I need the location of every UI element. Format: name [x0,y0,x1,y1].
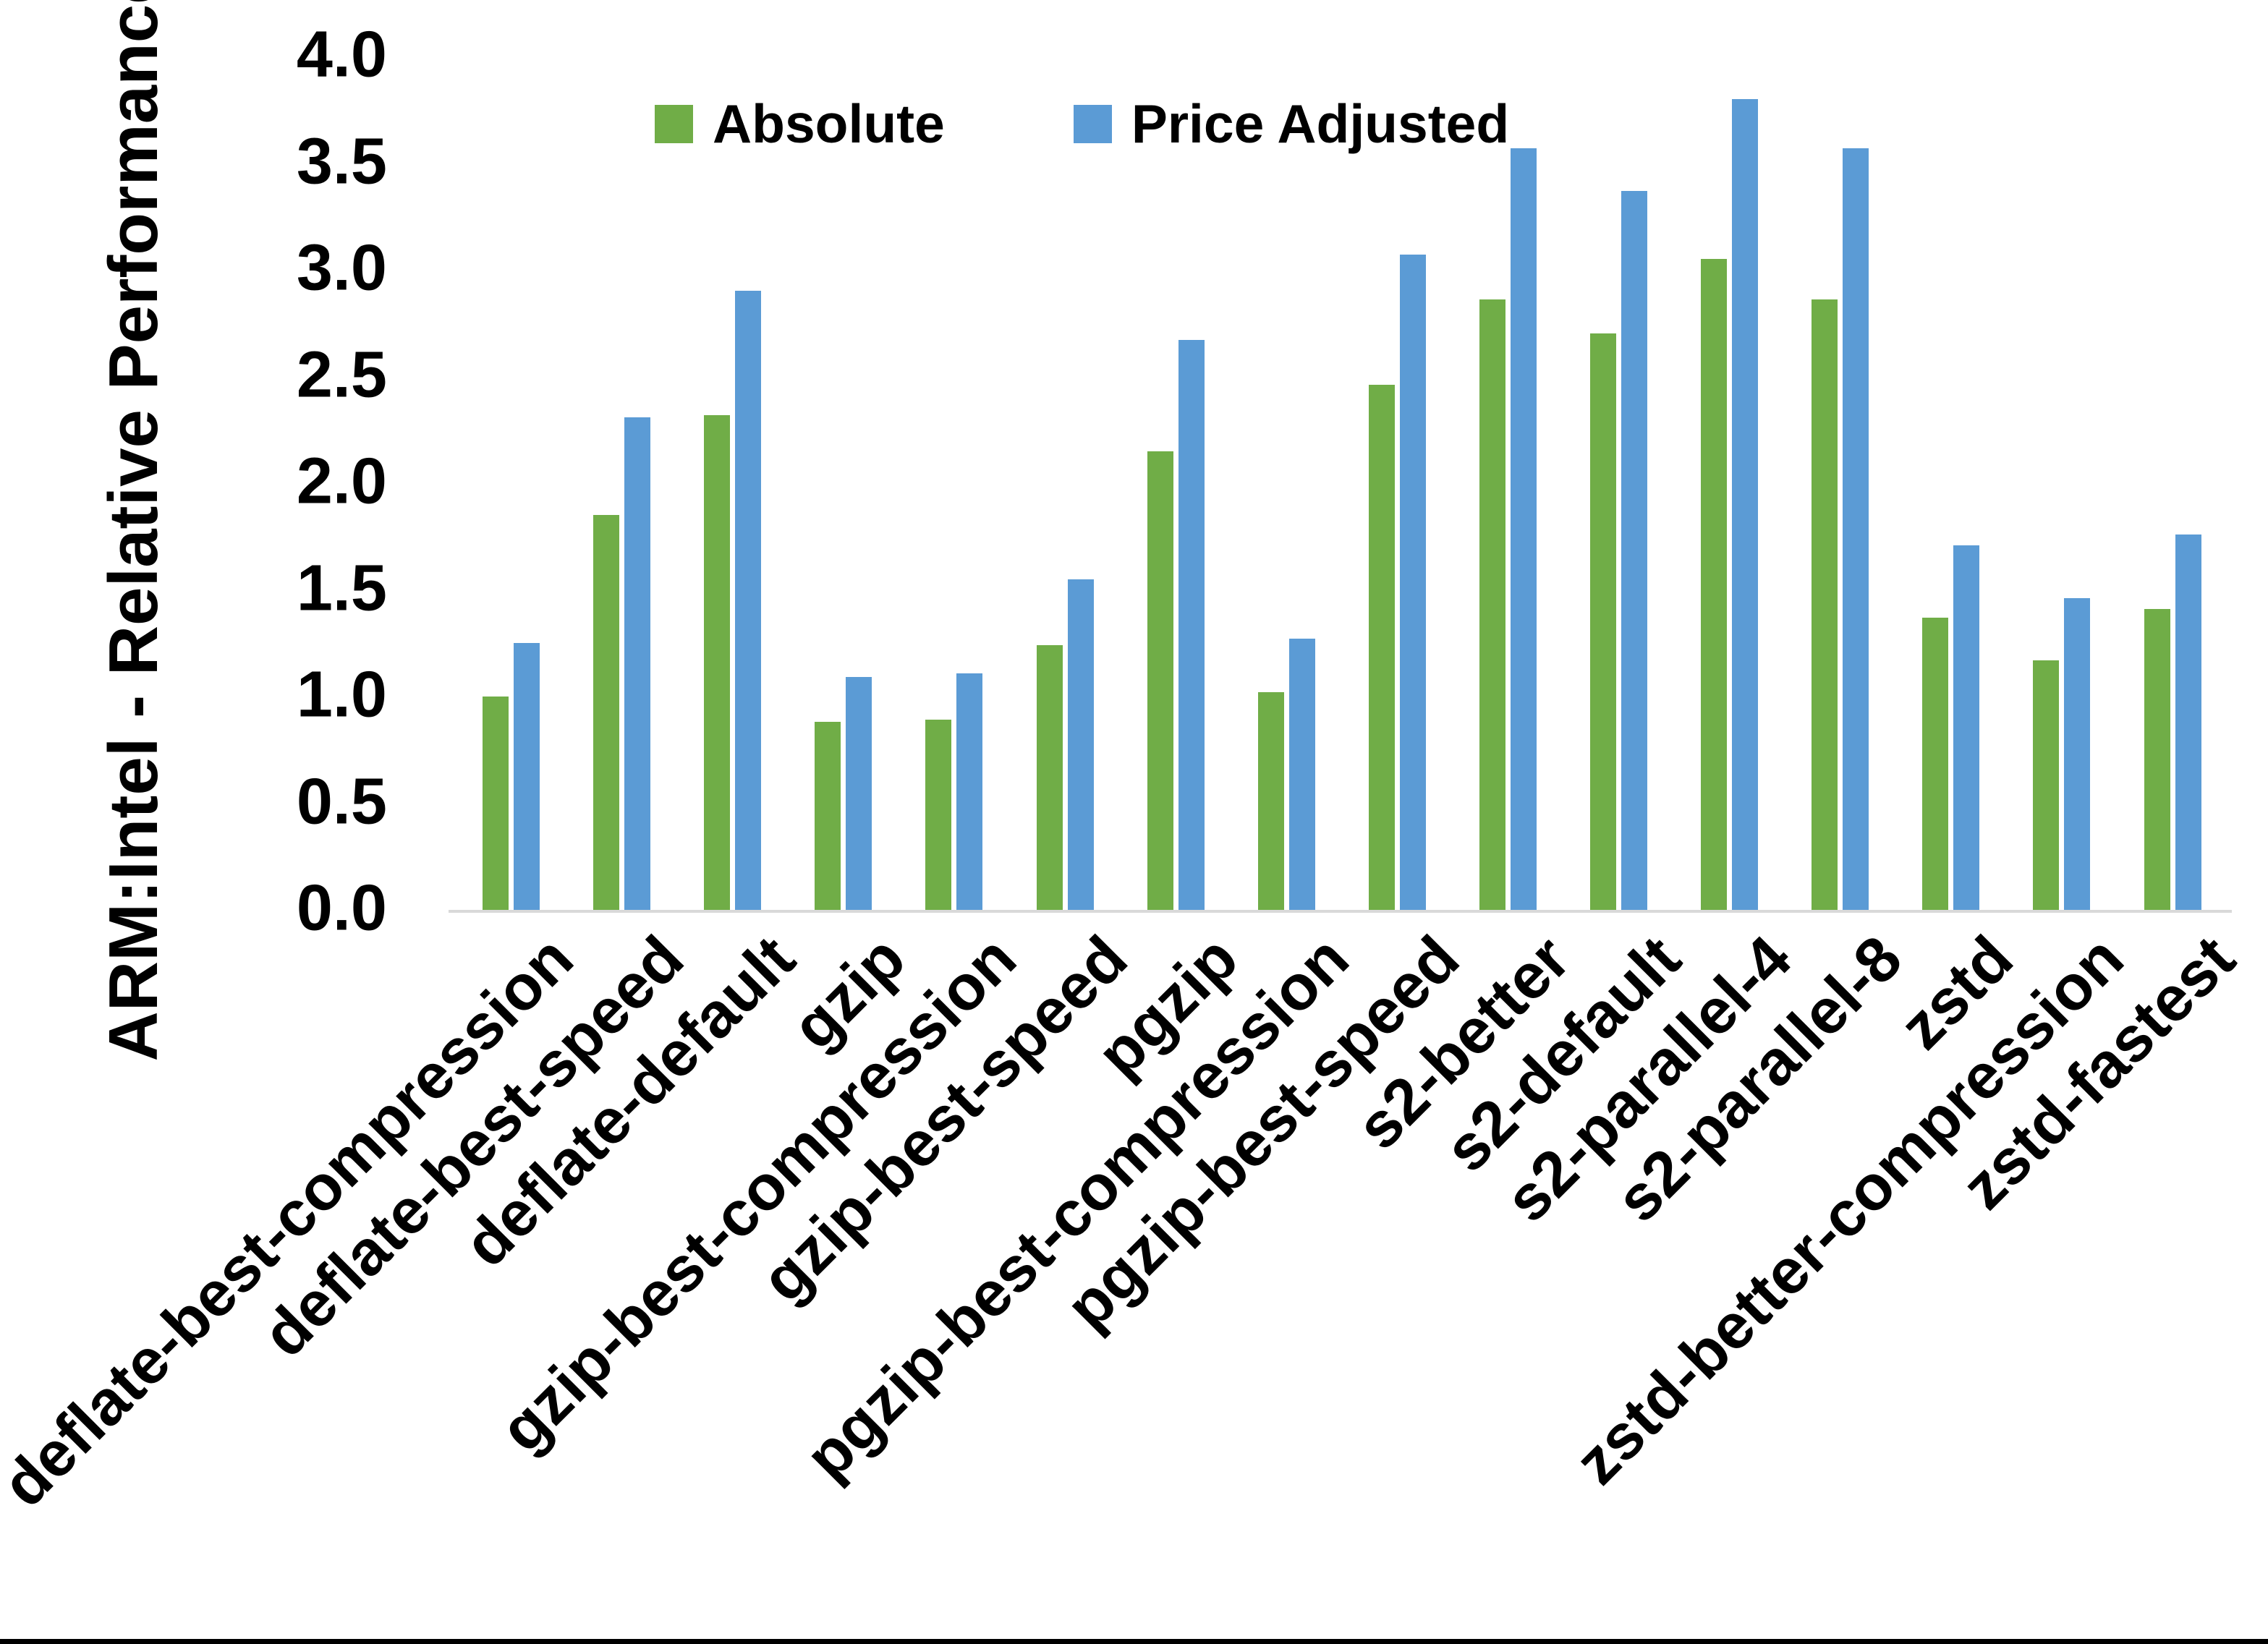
y-tick-label-3.5: 3.5 [296,124,387,197]
bar-price-adjusted-deflate-best-compression [514,643,540,910]
y-tick-label-0.5: 0.5 [296,764,387,838]
bar-price-adjusted-zstd-fastest [2175,534,2201,910]
legend-item-price-adjusted: Price Adjusted [1073,93,1510,155]
y-tick-label-2.5: 2.5 [296,338,387,411]
bar-price-adjusted-s2-default [1621,191,1647,910]
y-tick-label-2.0: 2.0 [296,445,387,518]
bar-absolute-pgzip-best-compression [1258,692,1284,910]
legend-swatch-absolute [655,104,693,143]
bar-absolute-s2-parallel-8 [1812,299,1838,910]
bar-absolute-gzip-best-speed [1037,645,1063,910]
bar-absolute-gzip [815,722,841,910]
bar-price-adjusted-deflate-default [735,291,761,910]
bar-price-adjusted-zstd-better-compression [2064,598,2090,910]
bar-price-adjusted-pgzip [1178,340,1205,910]
bar-price-adjusted-s2-parallel-8 [1843,148,1869,910]
bar-absolute-s2-better [1479,299,1505,910]
bar-absolute-s2-parallel-4 [1701,259,1727,910]
bar-price-adjusted-gzip-best-speed [1068,579,1094,910]
bar-price-adjusted-s2-parallel-4 [1732,99,1758,910]
bar-price-adjusted-gzip [846,677,872,910]
bar-absolute-pgzip [1147,451,1173,910]
bar-absolute-deflate-best-speed [593,515,619,910]
bar-absolute-deflate-best-compression [483,697,509,910]
legend-label-absolute: Absolute [713,93,945,154]
y-tick-label-4.0: 4.0 [296,18,387,91]
y-tick-label-3.0: 3.0 [296,231,387,304]
legend-item-absolute: Absolute [655,93,945,155]
bar-absolute-zstd [1922,618,1948,910]
y-tick-label-1.0: 1.0 [296,658,387,731]
legend-swatch-price-adjusted [1073,104,1112,143]
bar-price-adjusted-pgzip-best-compression [1289,639,1315,910]
y-tick-label-1.5: 1.5 [296,551,387,624]
y-tick-label-0.0: 0.0 [296,872,387,945]
bar-price-adjusted-gzip-best-compression [956,673,982,910]
figure-bottom-border [0,1639,2268,1644]
bar-absolute-zstd-fastest [2144,609,2170,910]
bar-price-adjusted-deflate-best-speed [624,417,650,910]
legend-label-price-adjusted: Price Adjusted [1131,93,1510,154]
bar-price-adjusted-zstd [1953,545,1979,910]
bar-absolute-pgzip-best-speed [1369,385,1395,910]
bar-price-adjusted-s2-better [1511,148,1537,910]
bar-absolute-deflate-default [704,415,730,910]
bar-absolute-zstd-better-compression [2033,660,2059,910]
bar-absolute-s2-default [1590,333,1616,910]
bar-absolute-gzip-best-compression [925,720,951,910]
x-axis-line [449,910,2232,913]
legend: Absolute Price Adjusted [655,93,1509,155]
bar-price-adjusted-pgzip-best-speed [1400,255,1426,910]
